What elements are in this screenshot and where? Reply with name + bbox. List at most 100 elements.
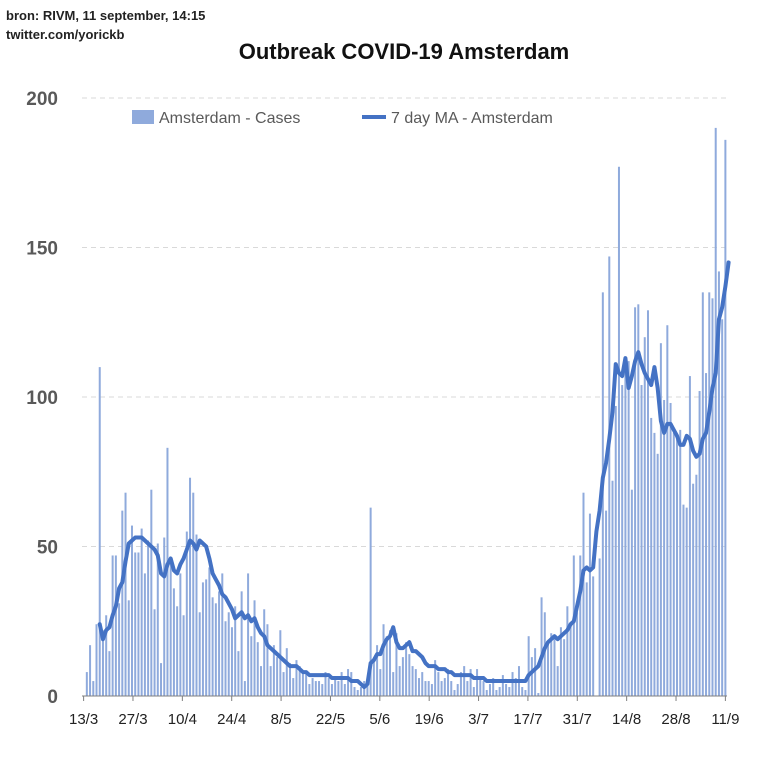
case-bar (611, 480, 614, 696)
case-bar (98, 367, 101, 696)
case-bar (572, 555, 575, 696)
case-bar (705, 373, 708, 696)
case-bar (356, 690, 359, 696)
case-bar (524, 690, 527, 696)
case-bar (698, 391, 701, 696)
case-bar (124, 492, 127, 696)
case-bar (247, 573, 250, 696)
case-bar (137, 552, 140, 696)
case-bar (421, 672, 424, 696)
case-bar (337, 681, 340, 696)
case-bar (230, 627, 233, 696)
x-tick-label: 3/7 (468, 711, 489, 728)
case-bar (192, 492, 195, 696)
case-bar (566, 606, 569, 696)
case-bar (243, 681, 246, 696)
case-bar (392, 672, 395, 696)
case-bar (721, 319, 724, 696)
x-tick-label: 14/8 (612, 711, 641, 728)
case-bar (672, 432, 675, 696)
source-note: bron: RIVM, 11 september, 14:15 twitter.… (6, 6, 205, 44)
case-bar (553, 636, 556, 696)
case-bar (514, 678, 517, 696)
case-bar (498, 687, 501, 696)
case-bar (111, 555, 114, 696)
case-bar (359, 687, 362, 696)
legend: Amsterdam - Cases 7 day MA - Amsterdam (132, 110, 553, 127)
case-bar (201, 582, 204, 696)
y-tick-label: 100 (26, 388, 58, 409)
case-bar (547, 642, 550, 696)
case-bar (501, 675, 504, 696)
x-tick-label: 27/3 (118, 711, 147, 728)
case-bar (227, 612, 230, 696)
case-bar (653, 432, 656, 696)
case-bar (330, 684, 333, 696)
case-bar (172, 588, 175, 696)
case-bar (495, 690, 498, 696)
y-tick-label: 200 (26, 89, 58, 110)
case-bar (556, 666, 559, 696)
case-bar (630, 489, 633, 696)
case-bar (85, 672, 88, 696)
case-bar (666, 325, 669, 696)
case-bar (466, 681, 469, 696)
case-bar (198, 612, 201, 696)
case-bar (163, 537, 166, 696)
case-bar (343, 684, 346, 696)
case-bar (376, 645, 379, 696)
case-bar (714, 127, 717, 696)
case-bar (388, 630, 391, 696)
case-bar (637, 304, 640, 696)
case-bar (276, 657, 279, 696)
case-bar (614, 405, 617, 696)
case-bar (569, 624, 572, 696)
gridlines (82, 97, 727, 547)
case-bar (134, 552, 137, 696)
case-bar (327, 678, 330, 696)
case-bar (450, 681, 453, 696)
case-bar (447, 669, 450, 696)
case-bar (701, 292, 704, 696)
case-bar (663, 399, 666, 696)
case-bar (295, 660, 298, 696)
case-bar (592, 576, 595, 696)
case-bar (443, 678, 446, 696)
case-bar (205, 579, 208, 696)
case-bar (189, 477, 192, 696)
case-bar (353, 687, 356, 696)
case-bar (643, 337, 646, 696)
case-bar (214, 603, 217, 696)
case-bar (185, 531, 188, 696)
case-bar (221, 573, 224, 696)
axes: 0 50 100 150 200 13/3 27/3 10/4 24/4 8/5 22/5 5/6 19… (26, 89, 739, 728)
case-bar (156, 543, 159, 696)
case-bar (418, 678, 421, 696)
case-bar (366, 684, 369, 696)
case-bar (588, 513, 591, 696)
x-tick-label: 28/8 (661, 711, 690, 728)
case-bar (292, 678, 295, 696)
case-bar (621, 385, 624, 696)
case-bar (89, 645, 92, 696)
case-bar (585, 582, 588, 696)
x-tick-label: 31/7 (563, 711, 592, 728)
case-bar (147, 540, 150, 696)
case-bar (263, 609, 266, 696)
case-bar (160, 663, 163, 696)
case-bar (405, 642, 408, 696)
case-bar (308, 684, 311, 696)
case-bar (472, 687, 475, 696)
case-bar (140, 528, 143, 696)
case-bar (169, 561, 172, 696)
x-tick-label: 24/4 (217, 711, 246, 728)
x-tick-label: 8/5 (271, 711, 292, 728)
legend-ma-label: 7 day MA - Amsterdam (391, 110, 553, 127)
case-bar (437, 672, 440, 696)
case-bar (372, 660, 375, 696)
case-bar (234, 606, 237, 696)
x-tick-label: 17/7 (513, 711, 542, 728)
case-bar (382, 624, 385, 696)
case-bar (488, 684, 491, 696)
case-bar (688, 376, 691, 696)
